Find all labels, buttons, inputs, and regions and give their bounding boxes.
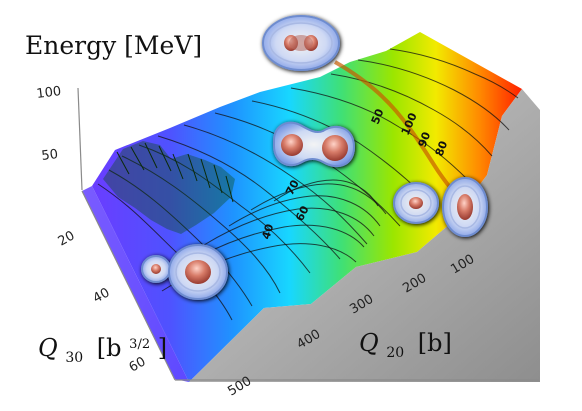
contour-label: 70 — [283, 177, 302, 197]
z-tick-label: 50 — [41, 147, 59, 164]
q30-axis-line — [81, 190, 176, 381]
axes — [77, 87, 539, 381]
shape-inset-left — [141, 244, 228, 300]
contour-label: 60 — [293, 204, 312, 224]
q30-axis-title: Q 30 [b 3/2 ] — [38, 326, 167, 368]
q30-main-label: Q — [38, 334, 58, 362]
rugged-lines — [116, 142, 234, 203]
shape-inset-right-large — [442, 177, 488, 237]
contour-line — [357, 59, 510, 131]
z-axis-title: Energy [MeV] — [25, 31, 202, 60]
rugged-region — [103, 141, 235, 234]
q30-tick-label: 60 — [127, 354, 149, 375]
axis-labels: Energy [MeV] 100 50 20 40 60 500 400 300… — [25, 31, 477, 399]
shape-insets — [141, 15, 488, 300]
contour-line — [108, 169, 253, 307]
rugged-shadow — [103, 141, 235, 234]
contour-line — [157, 135, 341, 260]
z-axis-line — [77, 87, 83, 191]
q30-unit-close-label: ] — [158, 334, 167, 362]
contour-line — [290, 87, 469, 181]
contour-labels: 50 40 70 60 100 90 80 — [259, 107, 450, 241]
contour-line — [228, 195, 381, 227]
q30-tick-label: 40 — [91, 285, 113, 306]
contour-label: 50 — [369, 107, 387, 126]
shape-inset-right-small — [393, 182, 439, 224]
q30-sub-label: 30 — [65, 350, 83, 366]
contour-label: 90 — [416, 130, 434, 149]
z-tick-label: 100 — [36, 84, 62, 102]
left-wall — [82, 186, 189, 382]
q20-axis-title: Q 20 [b] — [359, 329, 452, 363]
q20-unit-label: [b] — [418, 329, 452, 357]
contour-lines — [97, 48, 519, 321]
shape-inset-mid — [273, 121, 356, 167]
right-wall — [189, 89, 540, 382]
contour-label: 80 — [433, 139, 451, 158]
contour-line — [203, 207, 375, 246]
shape-inset-top — [262, 15, 340, 71]
contour-line — [183, 124, 368, 245]
contour-line — [273, 179, 379, 207]
contour-line — [389, 48, 519, 99]
q20-main-label: Q — [359, 329, 379, 357]
contour-line — [138, 144, 311, 274]
q30-unit-exp-label: 3/2 — [129, 337, 150, 352]
contour-label: 40 — [259, 222, 276, 241]
q30-tick-label: 20 — [56, 228, 78, 249]
contour-line — [121, 155, 281, 294]
contour-line — [250, 183, 387, 215]
q30-unit-label: [b — [97, 334, 122, 362]
q20-sub-label: 20 — [386, 345, 404, 361]
